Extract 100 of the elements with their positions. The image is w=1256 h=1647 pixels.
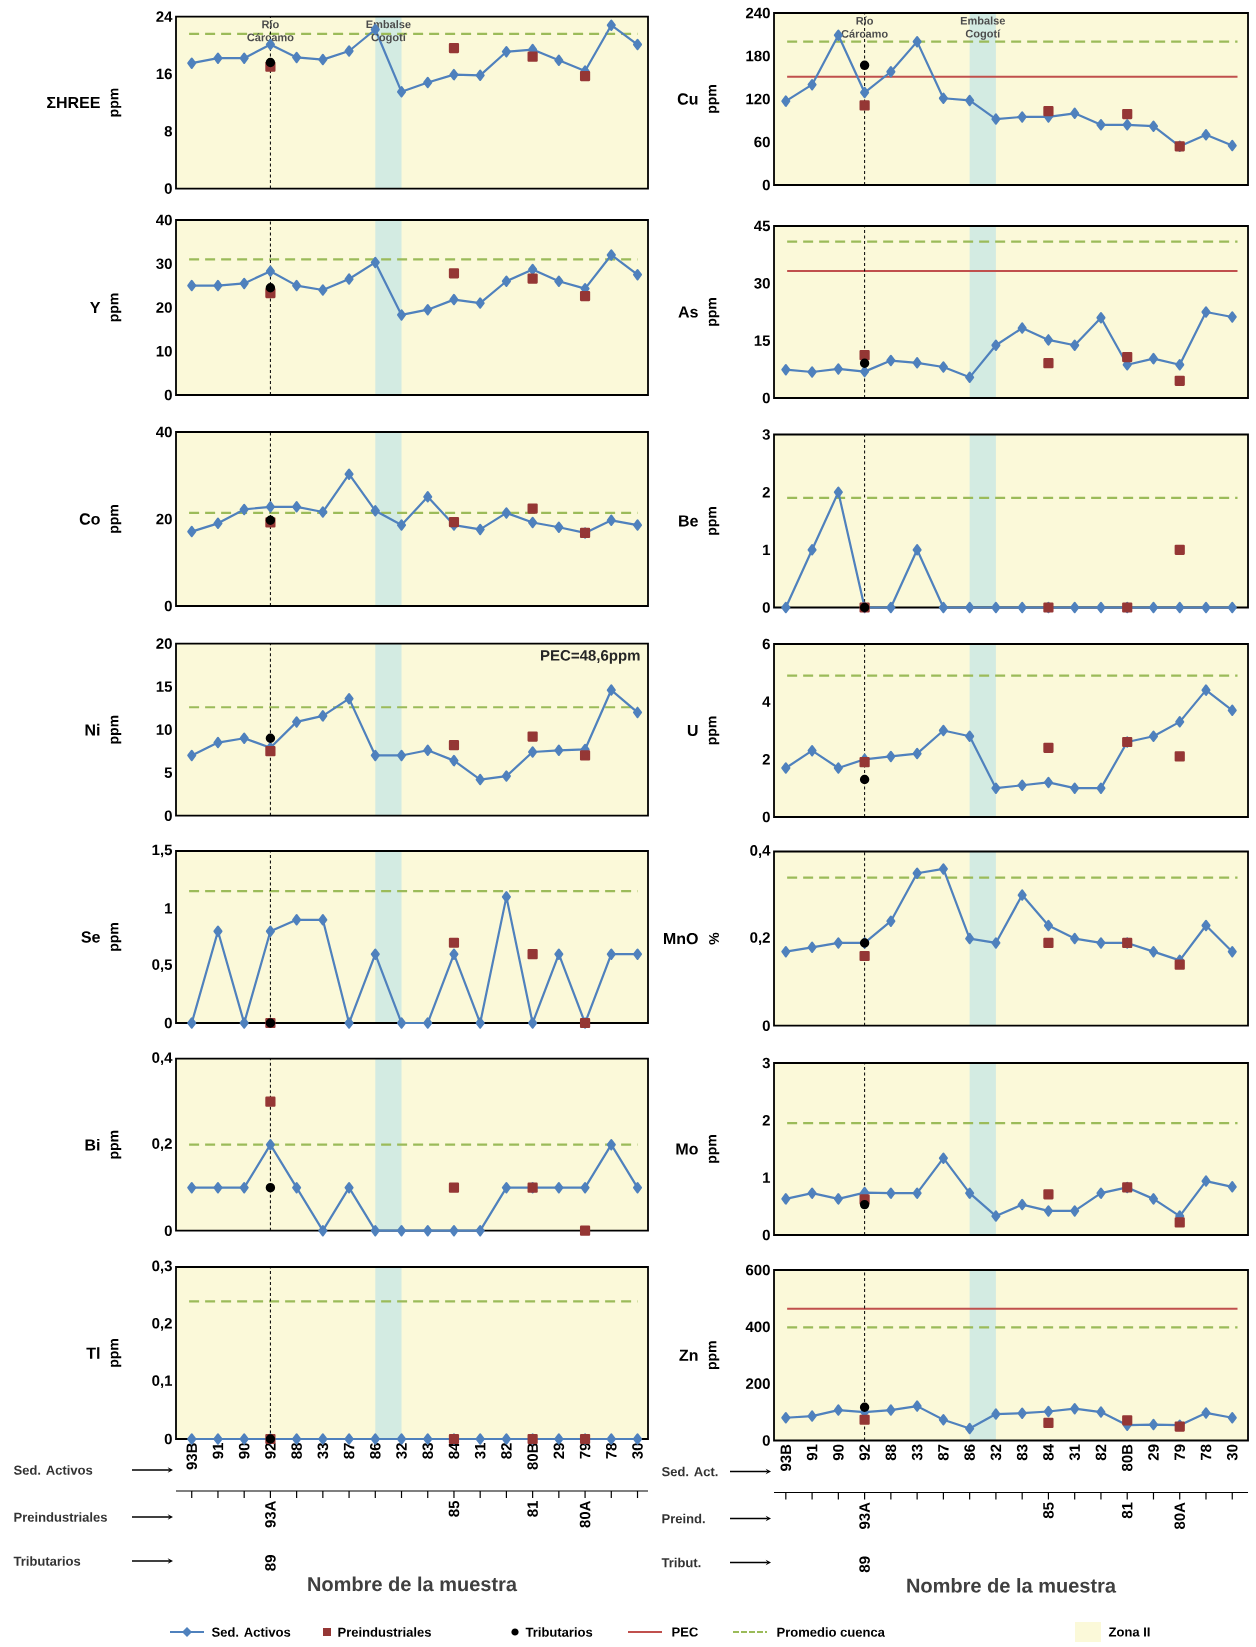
- text: Be: [679, 515, 698, 527]
- y-tick-label: 1: [763, 1172, 771, 1183]
- y-tick-label: 0: [164, 810, 172, 821]
- y-axis-title: ppm: [110, 715, 122, 744]
- y-tick-label: 0: [164, 1225, 172, 1236]
- y-tick-label: 40: [156, 214, 172, 226]
- legend-label: Zona II: [1108, 1627, 1150, 1637]
- x-tick-label: 84: [1043, 1444, 1054, 1461]
- text: MnO: [663, 932, 698, 945]
- legend-label: Tributarios: [525, 1627, 593, 1637]
- text: Se: [81, 931, 100, 943]
- text: Tributarios: [13, 1556, 81, 1566]
- y-tick-label: 0: [164, 389, 172, 401]
- y-tick-label: 0: [762, 179, 770, 191]
- y-axis-title: ppm: [708, 298, 720, 326]
- y-tick-label: 120: [746, 93, 770, 105]
- legend-label: PEC: [672, 1627, 698, 1637]
- y-axis-title: ppm: [708, 507, 720, 535]
- y-tick-label: 0: [164, 1017, 172, 1029]
- y-tick-label: 0: [164, 183, 172, 194]
- y-tick-label: 600: [746, 1264, 770, 1276]
- text: 85: [1043, 1502, 1054, 1519]
- legend-label: Preindustriales: [338, 1627, 431, 1637]
- x-tick-label: 90: [238, 1443, 250, 1459]
- y-tick-label: 1: [165, 903, 173, 914]
- text: 81: [1121, 1502, 1133, 1519]
- y-tick-label: 3: [762, 1057, 770, 1069]
- y-tick-label: 3: [762, 429, 770, 440]
- annotation: PEC=48,6ppm: [541, 650, 640, 664]
- y-tick-label: 0: [164, 1433, 172, 1445]
- x-tick-label: 29: [553, 1443, 565, 1459]
- y-tick-label: 20: [156, 302, 172, 313]
- y-axis-title: ppm: [110, 293, 122, 322]
- x-tick-label: 91: [212, 1442, 224, 1459]
- x-tick-label: 93B: [780, 1444, 792, 1472]
- y-axis-title: %: [709, 932, 719, 945]
- text: Zn: [679, 1349, 698, 1361]
- text: 85: [448, 1500, 460, 1517]
- x-tick-label: 90: [833, 1444, 844, 1461]
- text: 80A: [579, 1500, 591, 1528]
- y-axis-title: ppm: [110, 88, 122, 117]
- text: Tl: [86, 1347, 100, 1359]
- y-tick-label: 0: [164, 600, 172, 612]
- text: As: [678, 306, 698, 318]
- y-tick-label: 0: [762, 811, 770, 823]
- y-axis-title: ppm: [110, 1339, 122, 1367]
- y-axis-title: ppm: [708, 1135, 720, 1163]
- x-tick-label: 79: [1174, 1444, 1186, 1461]
- y-tick-label: 400: [745, 1321, 770, 1333]
- y-tick-label: 0,5: [152, 959, 173, 973]
- text: Sed. Act.: [661, 1466, 718, 1477]
- x-tick-label: 82: [1095, 1444, 1107, 1461]
- text: Sed. Activos: [13, 1465, 93, 1475]
- x-tick-label: 29: [1148, 1444, 1159, 1461]
- text: Y: [90, 301, 101, 313]
- x-axis-title: Nombre de la muestra: [907, 1578, 1117, 1593]
- y-tick-label: 30: [754, 278, 770, 289]
- y-tick-label: 16: [156, 68, 172, 80]
- y-tick-label: 10: [156, 724, 172, 735]
- band-label: Embalse Cogotí: [960, 16, 1006, 40]
- y-tick-label: 0,2: [152, 1317, 172, 1331]
- y-tick-label: 0,1: [152, 1375, 173, 1389]
- x-tick-label: 92: [859, 1444, 870, 1461]
- y-tick-label: 240: [745, 7, 770, 19]
- x-tick-label: 83: [1016, 1444, 1028, 1461]
- x-tick-label: 78: [605, 1443, 617, 1459]
- x-tick-label: 30: [1226, 1444, 1238, 1461]
- y-tick-label: 2: [762, 754, 770, 765]
- text: 93A: [859, 1502, 870, 1530]
- x-tick-label: 87: [938, 1444, 949, 1461]
- y-tick-label: 0,3: [152, 1260, 172, 1274]
- x-tick-label: 30: [632, 1443, 643, 1459]
- text: Preindustriales: [14, 1512, 107, 1522]
- x-tick-label: 78: [1200, 1444, 1212, 1461]
- y-axis-title: ppm: [110, 1130, 122, 1159]
- text: 81: [527, 1500, 538, 1517]
- y-tick-label: 0: [762, 1020, 770, 1031]
- text: 80A: [1174, 1502, 1186, 1530]
- y-tick-label: 0,4: [750, 845, 771, 858]
- y-tick-label: 20: [156, 513, 172, 525]
- x-tick-label: 80B: [1121, 1444, 1133, 1472]
- y-tick-label: 180: [746, 50, 770, 62]
- x-tick-label: 32: [990, 1444, 1002, 1461]
- y-axis-title: ppm: [110, 923, 122, 951]
- y-tick-label: 40: [156, 426, 172, 438]
- legend-label: Promedio cuenca: [777, 1627, 885, 1637]
- y-tick-label: 24: [156, 11, 173, 22]
- x-tick-label: 87: [343, 1443, 355, 1459]
- text: Preind.: [662, 1513, 705, 1524]
- x-tick-label: 32: [396, 1443, 407, 1459]
- y-tick-label: 45: [754, 220, 771, 232]
- y-axis-title: ppm: [110, 505, 122, 533]
- x-tick-label: 86: [369, 1443, 381, 1459]
- x-tick-label: 86: [964, 1444, 975, 1461]
- x-tick-label: 88: [291, 1443, 302, 1459]
- y-tick-label: 20: [156, 638, 172, 649]
- y-tick-label: 1: [763, 544, 771, 555]
- text: Bi: [85, 1138, 100, 1151]
- y-tick-label: 0,2: [750, 932, 770, 945]
- text: Co: [79, 513, 100, 525]
